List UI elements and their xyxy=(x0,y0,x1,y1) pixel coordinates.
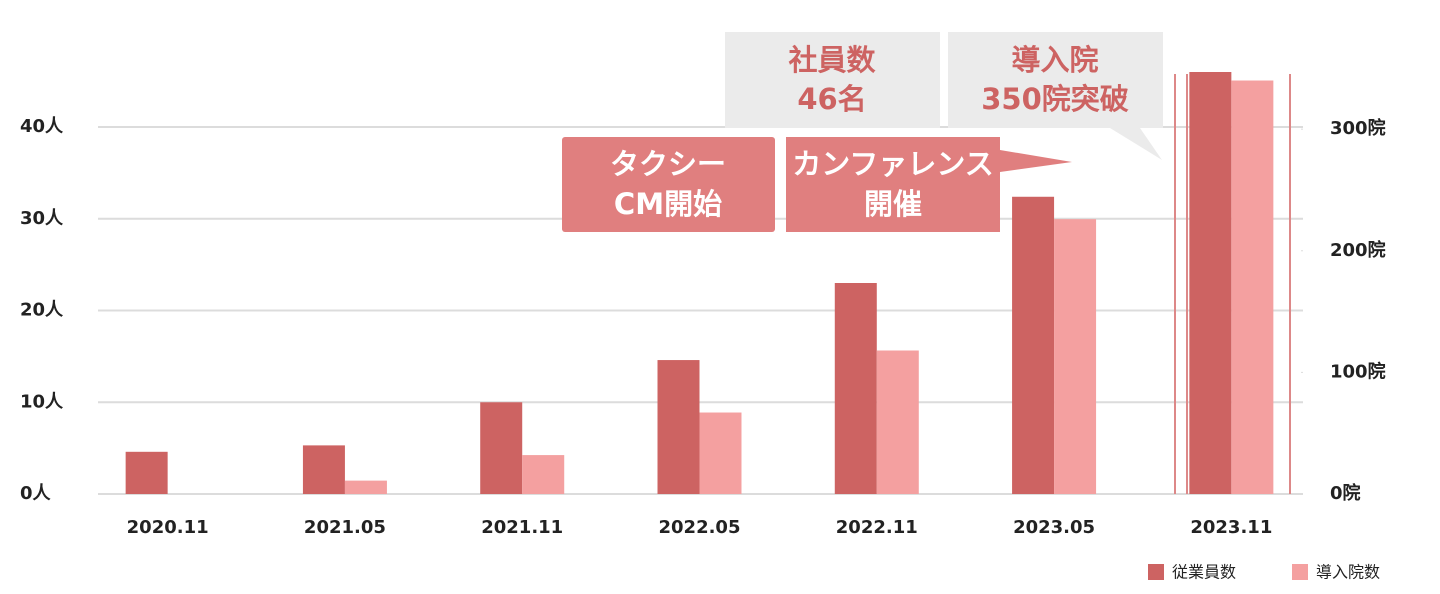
annotation: 導入院 xyxy=(1011,43,1098,77)
bar xyxy=(834,283,877,494)
annotation: 開催 xyxy=(864,187,922,221)
x-tick-label: 2021.05 xyxy=(304,517,386,538)
annotation: 社員数 xyxy=(788,43,876,77)
x-tick-label: 2023.05 xyxy=(1013,517,1095,538)
callout-box xyxy=(725,32,940,128)
y-tick-label: 30人 xyxy=(20,208,64,229)
bar xyxy=(1231,80,1274,494)
legend-label: 従業員数 xyxy=(1172,563,1236,582)
callouts: タクシー CM開始 カンファレンス 開催 社員数 46名 導入院 350院突破 xyxy=(562,32,1163,232)
y2-tick-label: 100院 xyxy=(1330,360,1386,382)
bar xyxy=(699,412,742,494)
annotation: 46名 xyxy=(797,82,866,116)
x-tick-label: 2022.11 xyxy=(836,517,918,538)
bar xyxy=(522,455,565,494)
y2-tick-label: 0院 xyxy=(1330,482,1361,504)
bar xyxy=(344,480,387,494)
y-tick-label: 10人 xyxy=(20,391,64,412)
x-tick-label: 2021.11 xyxy=(481,517,563,538)
x-tick-label: 2022.05 xyxy=(659,517,741,538)
annotation: カンファレンス xyxy=(792,147,994,181)
annotation: タクシー xyxy=(610,147,726,181)
bar xyxy=(480,402,523,494)
annotation: CM開始 xyxy=(614,187,722,221)
legend-label: 導入院数 xyxy=(1316,563,1380,582)
legend-swatch xyxy=(1292,564,1308,580)
x-tick-label: 2020.11 xyxy=(127,517,209,538)
callout-box xyxy=(948,32,1163,160)
bar xyxy=(302,445,345,494)
highlight-frame xyxy=(1174,74,1291,494)
bar xyxy=(1012,196,1055,495)
y-tick-label: 40人 xyxy=(20,116,64,137)
callout-box xyxy=(562,137,775,232)
y-tick-label: 20人 xyxy=(20,300,64,321)
bar xyxy=(876,350,919,494)
y2-tick-label: 300院 xyxy=(1330,117,1386,139)
x-tick-label: 2023.11 xyxy=(1190,517,1272,538)
callout-box xyxy=(786,137,1072,232)
y-tick-label: 0人 xyxy=(20,483,52,504)
bar xyxy=(657,360,700,494)
legend-swatch xyxy=(1148,564,1164,580)
y2-tick-label: 200院 xyxy=(1330,239,1386,261)
annotation: 350院突破 xyxy=(981,82,1129,116)
bar xyxy=(1189,72,1232,494)
bar xyxy=(1054,219,1097,494)
bar xyxy=(125,451,168,494)
